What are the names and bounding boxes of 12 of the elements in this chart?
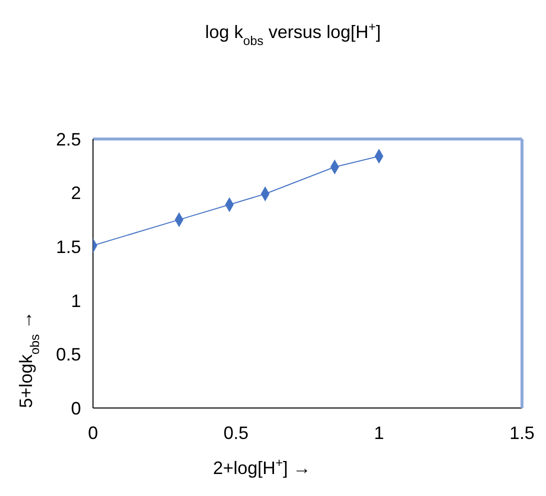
y-tick-label: 1.5 bbox=[56, 236, 81, 257]
y-tick-label: 0.5 bbox=[56, 344, 81, 365]
y-tick-label: 2 bbox=[70, 183, 81, 204]
y-tick-label: 2.5 bbox=[56, 129, 81, 150]
y-tick-label: 0 bbox=[70, 398, 81, 418]
x-tick-label: 1.5 bbox=[509, 422, 535, 443]
x-tick-label: 0 bbox=[88, 422, 98, 443]
x-tick-label: 0.5 bbox=[223, 422, 249, 443]
y-tick-label: 1 bbox=[70, 290, 81, 311]
x-tick-label: 1 bbox=[374, 422, 384, 443]
chart-title: log k$_{obs}$ versus log[H$^{+}$] bbox=[205, 20, 381, 48]
x-axis-title: 2+log[H$^{+}$] → bbox=[213, 456, 311, 478]
